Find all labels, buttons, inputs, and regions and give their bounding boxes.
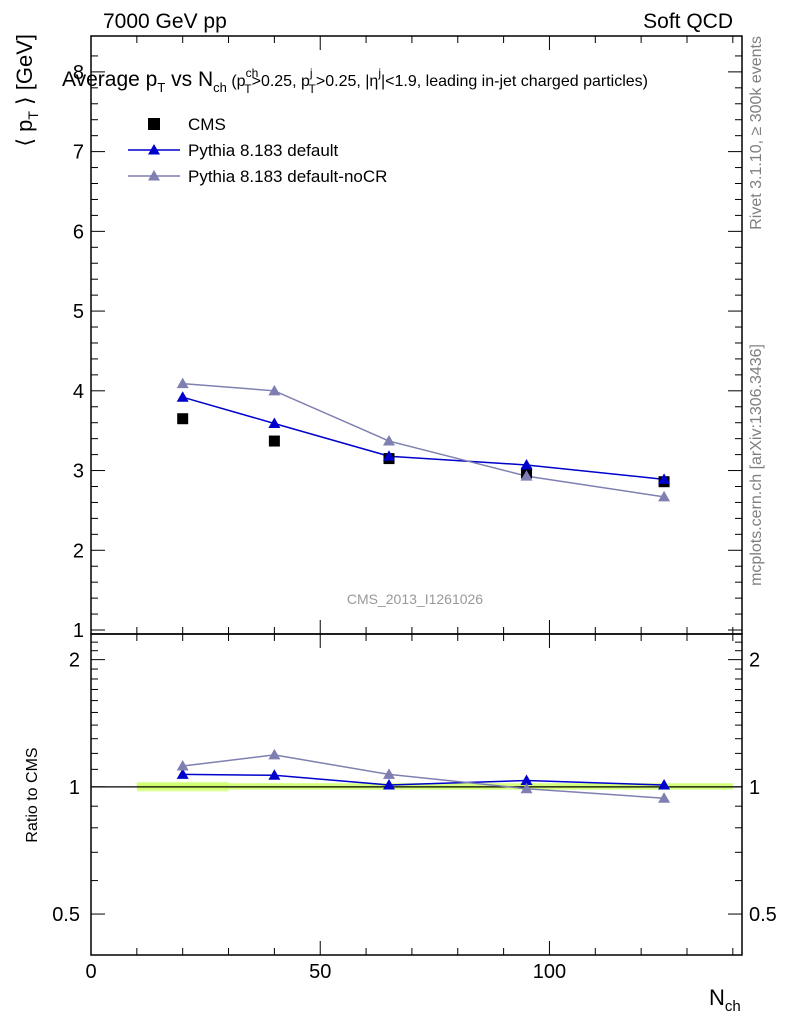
- analysis-id-label: CMS_2013_I1261026: [347, 591, 483, 607]
- data-point: [520, 470, 533, 481]
- ratio-data-point: [176, 760, 189, 771]
- y-tick-label: 1: [73, 620, 84, 642]
- ratio-panel: 0 50 100 0.5 0.5 1 1 2 2: [52, 633, 777, 983]
- series-line: [182, 382, 665, 498]
- ratio-data-point: [520, 782, 533, 794]
- data-point: [268, 417, 281, 429]
- data-point: [658, 473, 671, 484]
- ratio-tick-label-left: 1: [69, 777, 80, 799]
- rivet-label: Rivet 3.1.10, ≥ 300k events: [748, 36, 765, 230]
- ratio-data-point: [176, 768, 189, 779]
- legend-marker-cms: [148, 118, 160, 130]
- legend-marker: [148, 144, 160, 155]
- main-panel: 1 2 3 4 5 6 7 8: [73, 35, 743, 955]
- y-tick-label: 8: [73, 62, 84, 84]
- x-tick-label: 100: [533, 961, 566, 983]
- ratio-data-point: [382, 768, 395, 779]
- ratio-tick-label-left: 0.5: [52, 904, 80, 926]
- data-point: [520, 458, 533, 470]
- ratio-data-point: [268, 748, 281, 760]
- data-point: [268, 435, 280, 447]
- data-point: [268, 384, 281, 396]
- x-tick-label: 0: [85, 961, 96, 983]
- energy-label: 7000 GeV pp: [103, 10, 227, 33]
- ratio-data-point: [520, 774, 533, 786]
- data-point: [382, 450, 395, 461]
- ratio-data-point: [268, 769, 281, 780]
- ratio-tick-label-left: 2: [69, 650, 80, 672]
- y-tick-label: 5: [73, 301, 84, 323]
- series-line: [182, 396, 665, 481]
- mcplots-label: mcplots.cern.ch [arXiv:1306.3436]: [748, 344, 765, 586]
- y-tick-label: 3: [73, 461, 84, 483]
- legend-label: Pythia 8.183 default: [188, 141, 339, 160]
- ratio-data-point: [658, 779, 671, 790]
- legend: CMS Pythia 8.183 default Pythia 8.183 defa…: [128, 115, 387, 186]
- x-axis-label: Nch: [709, 985, 741, 1015]
- x-tick-label: 50: [309, 961, 331, 983]
- ratio-data-point: [658, 792, 671, 803]
- data-point: [176, 391, 189, 402]
- y-axis-label: ⟨ pT ⟩ [GeV]: [12, 34, 41, 147]
- y-tick-label: 2: [73, 540, 84, 562]
- legend-label: CMS: [188, 115, 226, 134]
- data-point: [658, 490, 671, 502]
- y-tick-label: 7: [73, 142, 84, 164]
- ratio-tick-label-right: 2: [749, 650, 760, 672]
- legend-marker: [148, 170, 160, 181]
- y-tick-label: 4: [73, 381, 84, 403]
- ratio-tick-label-right: 1: [749, 777, 760, 799]
- plot-title: Average pT vs Nch (pch T>0.25, pj T>0.25, …: [62, 66, 648, 96]
- ratio-tick-label-right: 0.5: [749, 904, 777, 926]
- legend-label: Pythia 8.183 default-noCR: [188, 167, 387, 186]
- ratio-y-axis-label: Ratio to CMS: [24, 747, 41, 842]
- y-tick-label: 6: [73, 221, 84, 243]
- data-point: [382, 435, 395, 446]
- data-point: [177, 413, 189, 425]
- ratio-data-point: [382, 779, 395, 790]
- data-point: [176, 377, 189, 389]
- ratio-series-line: [182, 754, 665, 799]
- ratio-frame: [90, 633, 743, 956]
- category-label: Soft QCD: [643, 10, 733, 33]
